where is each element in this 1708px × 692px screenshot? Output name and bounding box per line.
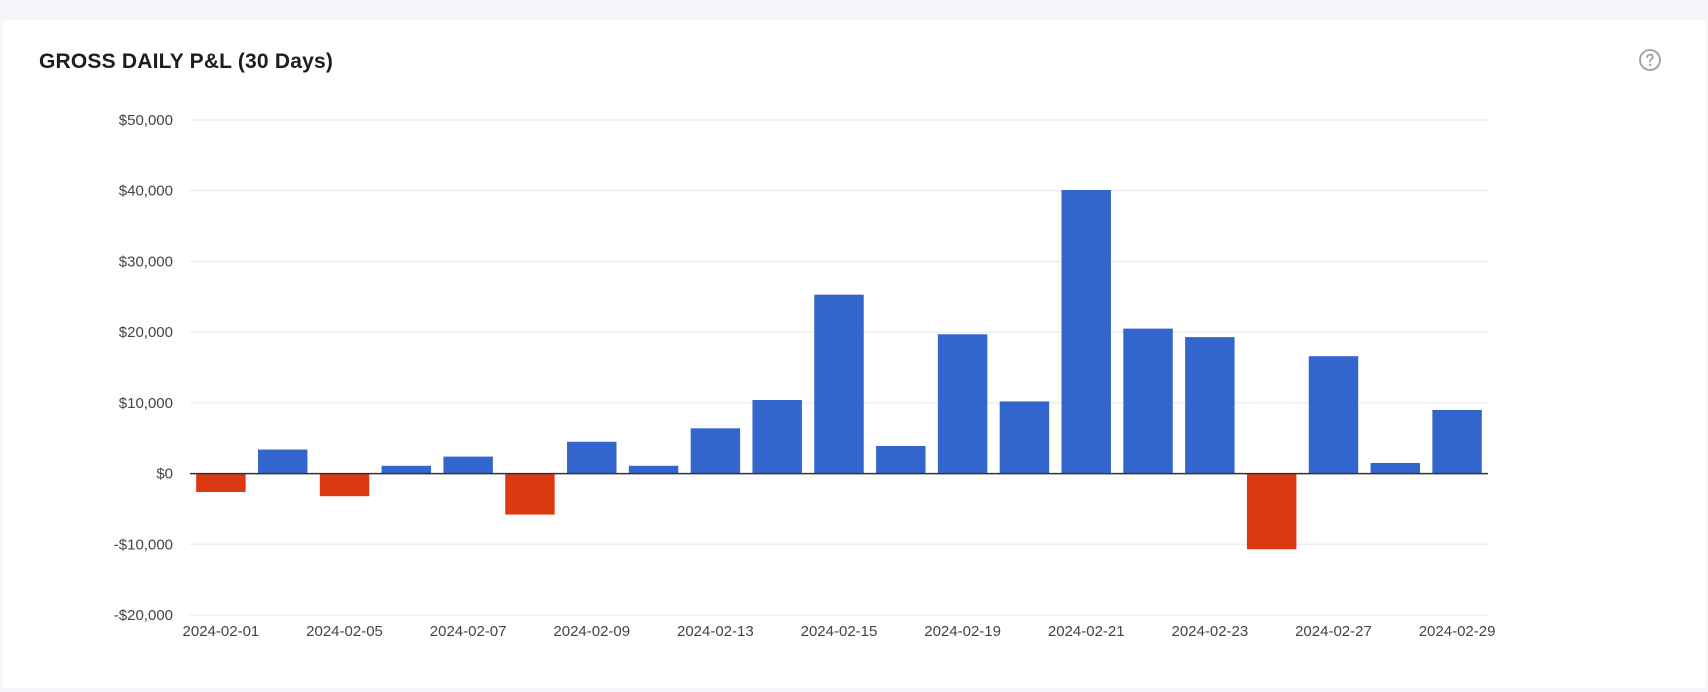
x-tick-label: 2024-02-19 <box>924 623 1001 640</box>
y-tick-label: $0 <box>156 466 173 483</box>
bar-2024-02-06[interactable] <box>381 465 432 474</box>
x-tick-label: 2024-02-23 <box>1171 623 1248 640</box>
x-tick-label: 2024-02-13 <box>677 623 754 640</box>
chart-title: GROSS DAILY P&L (30 Days) <box>39 50 334 73</box>
y-tick-label: $30,000 <box>119 253 173 270</box>
bar-2024-02-22[interactable] <box>1123 328 1173 474</box>
bar-2024-02-13[interactable] <box>690 428 741 474</box>
bars <box>196 190 1482 550</box>
x-tick-label: 2024-02-21 <box>1048 623 1125 640</box>
x-tick-label: 2024-02-05 <box>306 623 383 640</box>
x-tick-label: 2024-02-07 <box>430 623 507 640</box>
bar-2024-02-26[interactable] <box>1246 473 1297 550</box>
x-tick-label: 2024-02-09 <box>553 623 630 640</box>
y-axis-labels: $50,000 $40,000 $30,000 $20,000 $10,000 $0 -$1… <box>114 112 173 624</box>
bar-2024-02-20[interactable] <box>999 401 1050 474</box>
x-tick-label: 2024-02-29 <box>1419 623 1496 640</box>
bar-2024-02-12[interactable] <box>628 465 679 474</box>
bar-2024-02-16[interactable] <box>876 445 926 474</box>
y-tick-label: $20,000 <box>119 324 173 341</box>
bar-2024-02-23[interactable] <box>1185 337 1235 474</box>
bar-2024-02-29[interactable] <box>1432 409 1482 474</box>
x-axis-labels: 2024-02-01 2024-02-05 2024-02-07 2024-02-09… <box>183 623 1496 640</box>
bar-2024-02-05[interactable] <box>319 473 370 497</box>
help-icon[interactable] <box>1638 48 1662 72</box>
y-tick-label: $40,000 <box>119 183 173 200</box>
x-tick-label: 2024-02-01 <box>183 623 260 640</box>
bar-2024-02-27[interactable] <box>1308 356 1359 474</box>
y-tick-label: -$10,000 <box>114 536 173 553</box>
bar-2024-02-08[interactable] <box>505 473 555 515</box>
bar-2024-02-07[interactable] <box>443 456 493 474</box>
bar-2024-02-01[interactable] <box>196 473 246 492</box>
bar-2024-02-09[interactable] <box>567 441 617 474</box>
bar-2024-02-14[interactable] <box>752 400 802 474</box>
bar-2024-02-28[interactable] <box>1370 462 1421 474</box>
y-tick-label: $10,000 <box>119 395 173 412</box>
y-tick-label: -$20,000 <box>114 607 173 624</box>
y-tick-label: $50,000 <box>119 112 173 129</box>
bar-2024-02-19[interactable] <box>937 334 988 474</box>
bar-2024-02-02[interactable] <box>257 449 308 474</box>
bar-2024-02-15[interactable] <box>814 294 864 474</box>
x-tick-label: 2024-02-15 <box>801 623 878 640</box>
bar-2024-02-21[interactable] <box>1061 190 1111 474</box>
x-tick-label: 2024-02-27 <box>1295 623 1372 640</box>
